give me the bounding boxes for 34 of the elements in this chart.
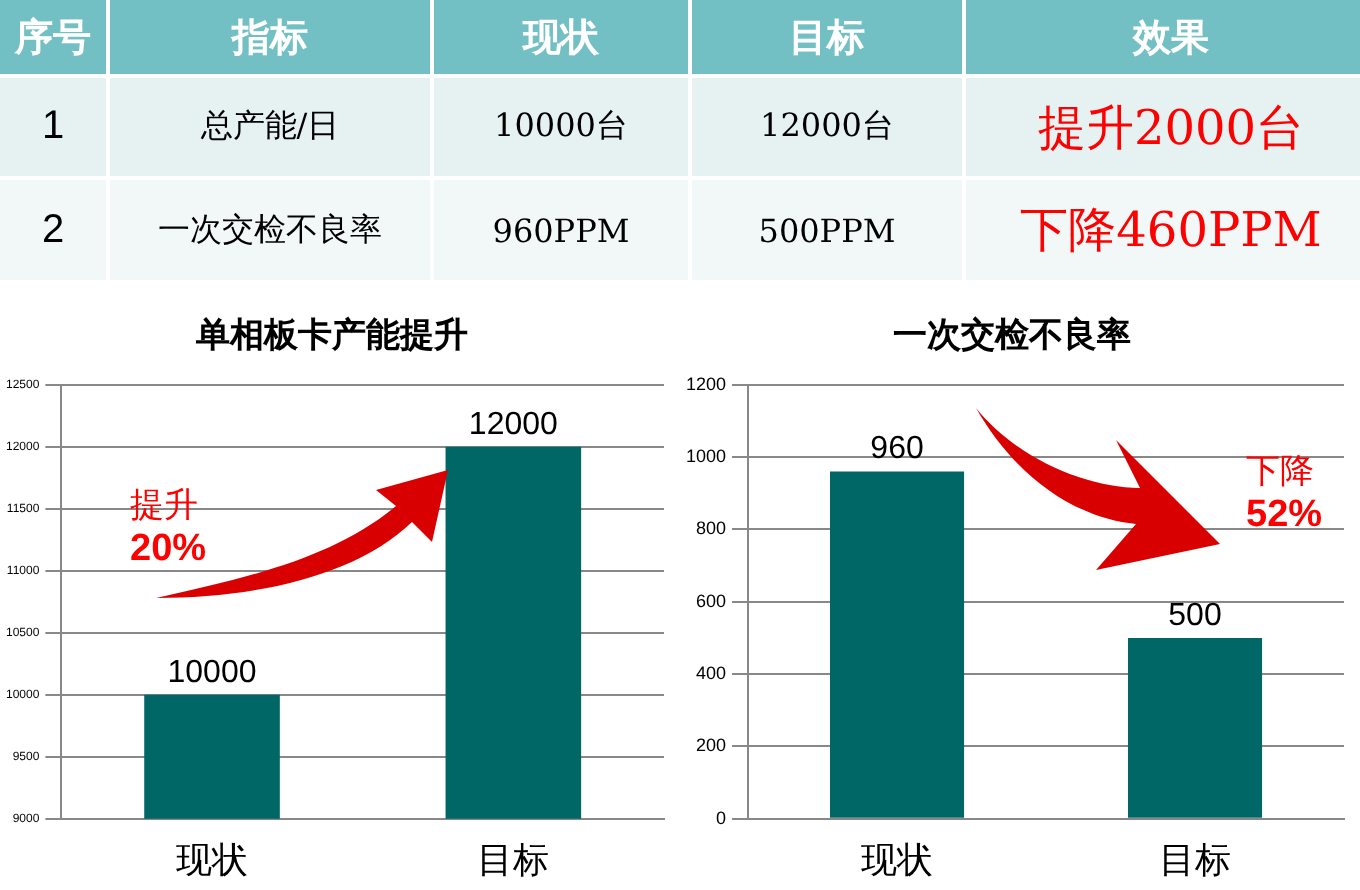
x-tick-label: 目标: [477, 840, 550, 881]
annotation: 提升 20%: [130, 484, 207, 572]
y-tick-label: 200: [695, 735, 727, 756]
y-tick-label: 1000: [685, 446, 727, 467]
text: 10000台: [432, 76, 690, 178]
category-label: 现状: [432, 0, 690, 76]
text: 下降460PPM: [964, 178, 1360, 280]
text: 500PPM: [690, 178, 964, 280]
text: 2: [0, 178, 108, 280]
text: 12000台: [690, 76, 964, 178]
category-label: 序号: [0, 0, 108, 76]
chart-title: 一次交检不良率: [893, 315, 1131, 354]
text: 1: [0, 76, 108, 178]
text: 960PPM: [432, 178, 690, 280]
annotation: 下降 52%: [1246, 450, 1323, 538]
y-tick-label: 800: [695, 518, 727, 539]
text: 一次交检不良率: [108, 178, 432, 280]
y-tick-label: 600: [695, 590, 727, 611]
x-tick-label: 现状: [176, 840, 249, 881]
y-tick-label: 1200: [685, 373, 727, 394]
text: 提升2000台: [964, 76, 1360, 178]
text: 总产能/日: [108, 76, 432, 178]
data-label: 500: [1168, 598, 1222, 633]
y-tick-label: 400: [695, 663, 727, 684]
category-label: 目标: [690, 0, 964, 76]
y-tick-label: 0: [716, 807, 727, 828]
category-label: 指标: [108, 0, 432, 76]
chart-title: 单相板卡产能提升: [194, 315, 468, 354]
x-tick-label: 目标: [1159, 840, 1232, 881]
data-label: 960: [870, 432, 924, 467]
data-label: 10000: [167, 655, 257, 690]
data-label: 12000: [468, 407, 559, 442]
category-label: 效果: [964, 0, 1360, 76]
x-tick-label: 现状: [861, 840, 934, 881]
